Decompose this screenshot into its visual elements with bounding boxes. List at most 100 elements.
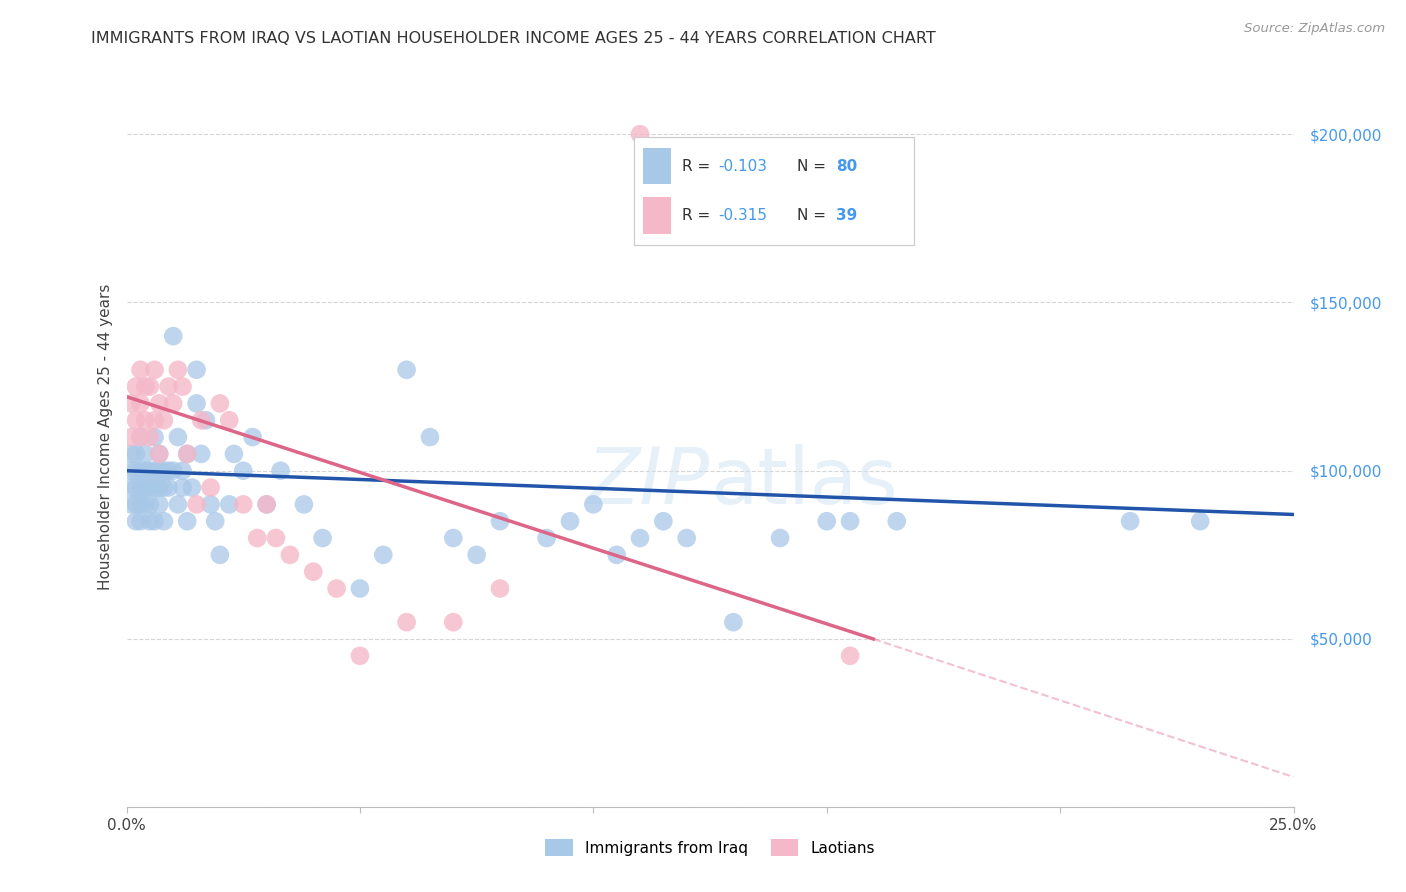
Point: [134, 464, 156, 478]
Point: [395, 615, 418, 630]
Point: [465, 548, 488, 562]
Point: [139, 464, 162, 478]
Point: [120, 447, 142, 461]
Point: [143, 481, 166, 495]
Text: IMMIGRANTS FROM IRAQ VS LAOTIAN HOUSEHOLDER INCOME AGES 25 - 44 YEARS CORRELATIO: IMMIGRANTS FROM IRAQ VS LAOTIAN HOUSEHOL…: [91, 31, 936, 46]
Point: [256, 497, 278, 511]
Point: [194, 413, 217, 427]
Point: [242, 430, 264, 444]
Point: [652, 514, 675, 528]
Legend: Immigrants from Iraq, Laotians: Immigrants from Iraq, Laotians: [538, 833, 882, 863]
Point: [172, 481, 194, 495]
Point: [148, 464, 170, 478]
Point: [270, 464, 292, 478]
Point: [441, 615, 464, 630]
Point: [489, 582, 512, 596]
Point: [628, 531, 651, 545]
Point: [125, 464, 148, 478]
Point: [143, 514, 166, 528]
Point: [1119, 514, 1142, 528]
Point: [129, 464, 152, 478]
Point: [153, 464, 176, 478]
Point: [200, 497, 222, 511]
Point: [148, 497, 170, 511]
Point: [208, 396, 231, 410]
Point: [162, 329, 184, 343]
Point: [125, 497, 148, 511]
Point: [886, 514, 908, 528]
Y-axis label: Householder Income Ages 25 - 44 years: Householder Income Ages 25 - 44 years: [97, 284, 112, 591]
Point: [723, 615, 745, 630]
Point: [157, 481, 180, 495]
Point: [292, 497, 315, 511]
Point: [120, 497, 142, 511]
Point: [419, 430, 441, 444]
Point: [839, 514, 862, 528]
Point: [186, 363, 208, 377]
Point: [256, 497, 278, 511]
Point: [125, 379, 148, 393]
Point: [120, 464, 142, 478]
Point: [134, 481, 156, 495]
Point: [148, 396, 170, 410]
Point: [120, 396, 142, 410]
Point: [558, 514, 581, 528]
Point: [120, 481, 142, 495]
Point: [148, 481, 170, 495]
Text: atlas: atlas: [710, 443, 897, 519]
Point: [186, 396, 208, 410]
Point: [157, 464, 180, 478]
Point: [302, 565, 325, 579]
Point: [134, 497, 156, 511]
Text: ZIP: ZIP: [588, 443, 710, 519]
Point: [582, 497, 605, 511]
Point: [143, 363, 166, 377]
Point: [190, 447, 212, 461]
Point: [246, 531, 269, 545]
Point: [264, 531, 287, 545]
Point: [134, 379, 156, 393]
Point: [143, 413, 166, 427]
Point: [167, 430, 190, 444]
Point: [349, 582, 371, 596]
Point: [180, 481, 202, 495]
Point: [349, 648, 371, 663]
Point: [139, 514, 162, 528]
Point: [153, 514, 176, 528]
Point: [441, 531, 464, 545]
Point: [176, 447, 198, 461]
Point: [153, 413, 176, 427]
Point: [134, 413, 156, 427]
Point: [129, 497, 152, 511]
Point: [222, 447, 245, 461]
Point: [148, 447, 170, 461]
Point: [153, 481, 176, 495]
Point: [536, 531, 558, 545]
Text: Source: ZipAtlas.com: Source: ZipAtlas.com: [1244, 22, 1385, 36]
Point: [176, 447, 198, 461]
Point: [125, 514, 148, 528]
Point: [162, 396, 184, 410]
Point: [167, 363, 190, 377]
Point: [218, 497, 240, 511]
Point: [815, 514, 838, 528]
Point: [232, 497, 254, 511]
Point: [162, 464, 184, 478]
Point: [489, 514, 512, 528]
Point: [204, 514, 226, 528]
Point: [1189, 514, 1212, 528]
Point: [129, 430, 152, 444]
Point: [129, 430, 152, 444]
Point: [172, 464, 194, 478]
Point: [139, 379, 162, 393]
Point: [139, 497, 162, 511]
Point: [628, 127, 651, 141]
Point: [373, 548, 395, 562]
Point: [129, 481, 152, 495]
Point: [125, 481, 148, 495]
Point: [190, 413, 212, 427]
Point: [325, 582, 347, 596]
Point: [176, 514, 198, 528]
Point: [143, 464, 166, 478]
Point: [839, 648, 862, 663]
